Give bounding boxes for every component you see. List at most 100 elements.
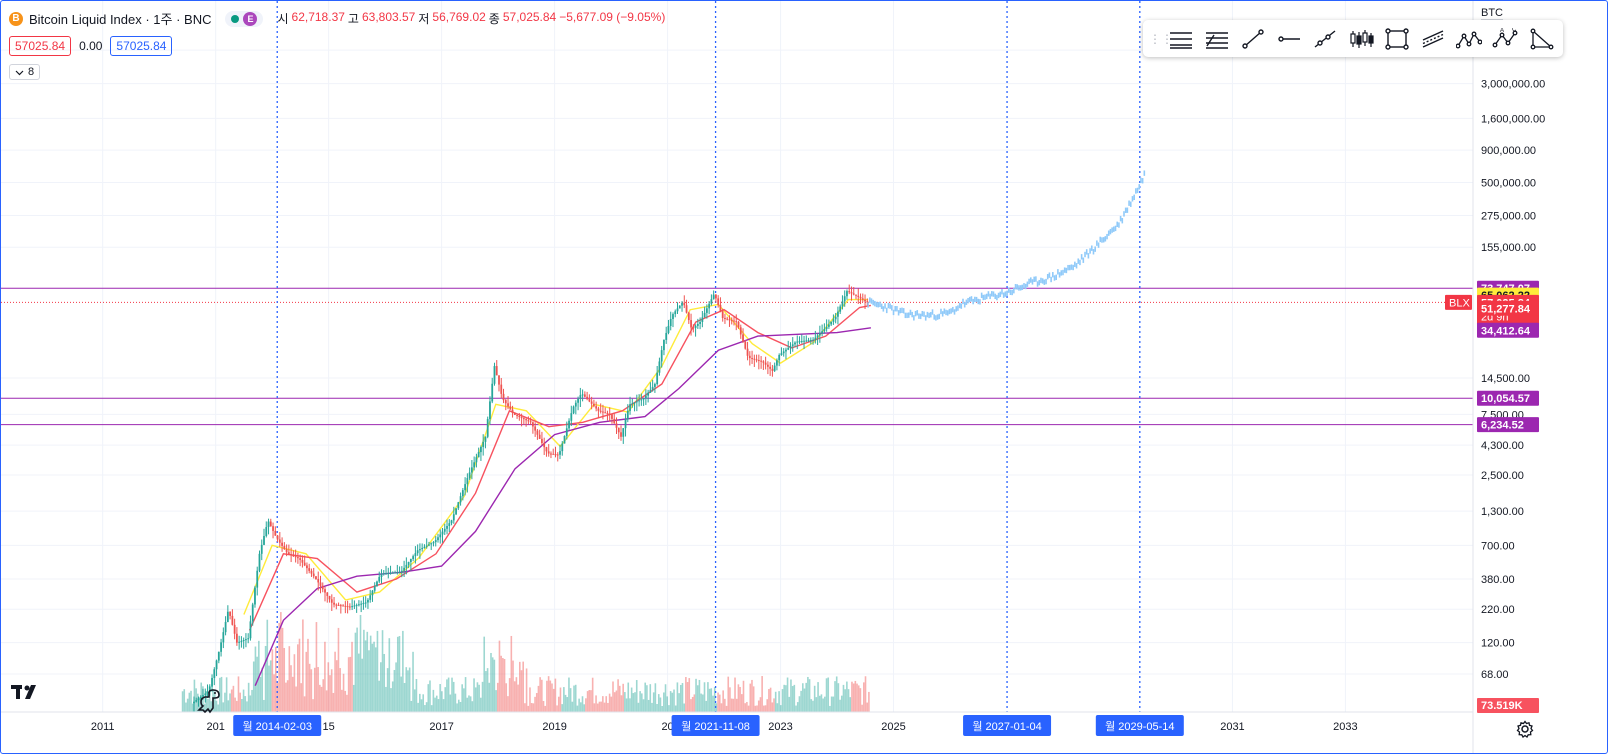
time-axis-tick: 2031 xyxy=(1220,721,1244,733)
indicators-collapse-button[interactable]: 8 xyxy=(9,64,41,80)
candle-body xyxy=(696,323,699,326)
horizontal-ray-icon[interactable] xyxy=(1271,24,1307,54)
gear-icon[interactable] xyxy=(1516,720,1534,743)
volume-bar xyxy=(380,662,382,712)
price-label: 34,412.64 xyxy=(1481,325,1531,337)
volume-bar xyxy=(519,661,521,712)
candle-body xyxy=(617,427,620,433)
volume-bar xyxy=(827,677,830,712)
volume-bar xyxy=(361,658,363,712)
symbol-title[interactable]: Bitcoin Liquid Index · 1주 · BNC xyxy=(29,12,212,27)
time-axis-tick: 2017 xyxy=(429,721,453,733)
candle-body xyxy=(518,415,521,418)
candle-body xyxy=(746,348,749,356)
symbol-legend[interactable]: B Bitcoin Liquid Index · 1주 · BNC E 시 62,… xyxy=(9,9,665,28)
candle-body xyxy=(615,423,618,428)
volume-bar xyxy=(269,660,272,712)
candle-body xyxy=(224,621,227,633)
volume-bar xyxy=(427,684,430,712)
volume-bar xyxy=(776,703,779,712)
volume-bar xyxy=(741,694,743,712)
fib-lines-icon[interactable] xyxy=(1199,24,1235,54)
candle-body xyxy=(513,412,516,415)
volume-bar xyxy=(529,687,531,712)
xabcd-pattern-icon[interactable] xyxy=(1451,24,1487,54)
dinosaur-icon[interactable] xyxy=(197,687,223,720)
volume-bar xyxy=(720,703,723,712)
volume-bar xyxy=(442,699,445,712)
volume-bar xyxy=(639,691,641,712)
price-axis-tick: 3,000,000.00 xyxy=(1481,79,1545,91)
price-axis-tick: 68.00 xyxy=(1481,669,1509,681)
candle-body xyxy=(269,521,272,527)
candle-body xyxy=(285,549,288,553)
candle-body xyxy=(581,394,584,396)
volume-bar xyxy=(686,682,689,712)
time-axis-tick: 201 xyxy=(206,721,224,733)
volume-bar xyxy=(510,635,513,712)
volume-bar xyxy=(666,696,669,712)
drag-handle-icon[interactable]: ⋮⋮ xyxy=(1149,31,1173,46)
volume-bar xyxy=(539,677,541,712)
volume-bar xyxy=(302,619,304,712)
horizontal-lines-icon[interactable] xyxy=(1163,24,1199,54)
volume-bar xyxy=(583,704,585,712)
volume-bar xyxy=(547,676,550,712)
volume-bar xyxy=(441,691,443,712)
scale-currency[interactable]: BTC xyxy=(1481,7,1503,20)
buy-button[interactable]: 57025.84 xyxy=(110,36,173,56)
volume-bar xyxy=(724,698,726,712)
close-label: 종 xyxy=(488,12,500,26)
candle-body xyxy=(658,361,661,373)
volume-bar xyxy=(739,686,741,712)
volume-bar xyxy=(652,692,655,712)
volume-bar xyxy=(491,657,494,712)
volume-bar xyxy=(771,702,774,712)
price-label-box xyxy=(1477,417,1539,433)
volume-bar xyxy=(324,641,326,712)
volume-bar xyxy=(186,698,189,712)
candle-body xyxy=(287,552,290,555)
sell-button[interactable]: 57025.84 xyxy=(9,36,72,56)
trend-line-icon[interactable] xyxy=(1235,24,1271,54)
candle-body xyxy=(780,353,783,355)
tradingview-logo-icon[interactable] xyxy=(11,683,43,706)
volume-bar xyxy=(861,704,863,712)
time-axis-tick: 2033 xyxy=(1333,721,1357,733)
candle-body xyxy=(579,395,582,399)
volume-bar xyxy=(742,680,745,712)
candle-body xyxy=(766,364,769,367)
ray-icon[interactable] xyxy=(1307,24,1343,54)
candle-body xyxy=(663,339,665,351)
candle-body xyxy=(419,549,421,551)
candle-body xyxy=(321,585,324,590)
parallel-channel-icon[interactable] xyxy=(1415,24,1451,54)
market-status[interactable]: E xyxy=(225,10,264,27)
volume-bar xyxy=(574,684,577,712)
svg-text:C: C xyxy=(1512,28,1517,33)
candle-body xyxy=(199,696,202,699)
rectangle-icon[interactable] xyxy=(1379,24,1415,54)
volume-bar xyxy=(469,696,472,712)
volume-bar xyxy=(774,691,777,712)
candles-icon[interactable] xyxy=(1343,24,1379,54)
volume-bar xyxy=(347,657,350,712)
candle-body xyxy=(742,334,744,342)
volume-bar xyxy=(281,627,284,712)
volume-bar xyxy=(610,696,613,712)
candle-body xyxy=(441,531,444,535)
volume-bar xyxy=(802,683,804,712)
indicators-toggle[interactable]: 8 xyxy=(9,64,41,80)
bitcoin-icon: B xyxy=(9,11,23,26)
candle-body xyxy=(556,454,559,456)
candle-body xyxy=(552,453,555,455)
volume-bar xyxy=(359,614,362,712)
volume-bar xyxy=(263,699,265,712)
triangle-pattern-icon[interactable] xyxy=(1523,24,1559,54)
candle-body xyxy=(687,312,690,321)
candle-body xyxy=(211,677,213,687)
candle-body xyxy=(378,576,381,582)
volume-bar xyxy=(649,684,652,712)
